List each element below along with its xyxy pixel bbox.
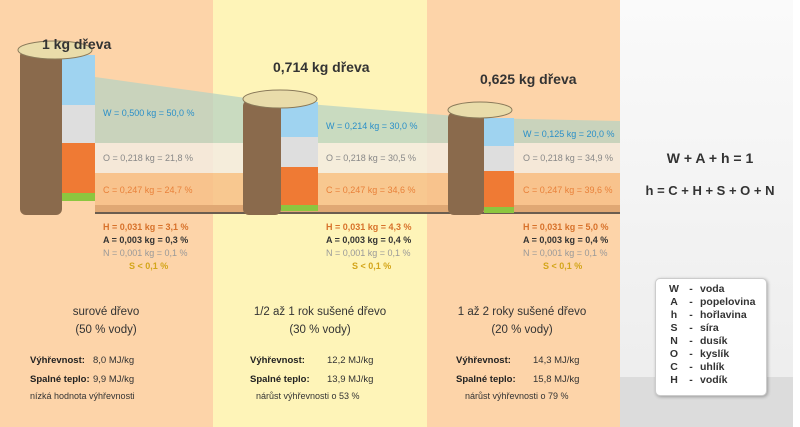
water-content: (20 % vody) [491, 324, 553, 336]
mass-title: 1 kg dřeva [42, 36, 112, 52]
nitrogen-label: N = 0,001 kg = 0,1 % [523, 248, 608, 258]
legend-text: popelovina [700, 296, 756, 308]
legend-text: dusík [700, 335, 728, 347]
log-1 [17, 40, 95, 215]
net-calorific-value: 14,3 MJ/kg [533, 355, 580, 366]
log-3 [447, 101, 514, 215]
legend-text: uhlík [700, 361, 725, 373]
gross-calorific-label: Spalné teplo: [30, 374, 90, 385]
oxygen-label: O = 0,218 kg = 30,5 % [326, 153, 417, 163]
mass-title: 0,714 kg dřeva [273, 59, 370, 75]
wood-type: 1/2 až 1 rok sušené dřevo [253, 306, 387, 318]
legend-item: N - dusík [666, 335, 727, 347]
sulfur-label: S < 0,1 % [352, 261, 392, 271]
legend-text: kyslík [700, 348, 730, 360]
gross-calorific-value: 15,8 MJ/kg [533, 374, 580, 385]
net-calorific-label: Výhřevnost: [456, 355, 511, 366]
water-content: (30 % vody) [289, 324, 351, 336]
net-calorific-value: 12,2 MJ/kg [327, 355, 374, 366]
oxygen-label: O = 0,218 kg = 34,9 % [523, 153, 614, 163]
hydrogen-label: H = 0,031 kg = 5,0 % [523, 222, 609, 232]
legend-symbol: O [669, 348, 679, 360]
legend-text: hořlavina [700, 309, 747, 321]
legend-symbol: H [670, 374, 678, 386]
legend-text: voda [700, 283, 725, 295]
legend-item: h - hořlavina [666, 309, 747, 321]
carbon-label: C = 0,247 kg = 34,6 % [326, 185, 416, 195]
water-label: W = 0,125 kg = 20,0 % [523, 129, 615, 139]
gross-calorific-value: 9,9 MJ/kg [93, 374, 135, 385]
net-calorific-label: Výhřevnost: [250, 355, 305, 366]
sulfur-label: S < 0,1 % [543, 261, 583, 271]
legend-text: vodík [700, 374, 728, 386]
legend-symbol: C [670, 361, 678, 373]
water-label: W = 0,500 kg = 50,0 % [103, 108, 195, 118]
nitrogen-label: N = 0,001 kg = 0,1 % [103, 248, 188, 258]
calorific-note: nárůst výhřevnosti o 53 % [256, 391, 360, 401]
wood-type: 1 až 2 roky sušené dřevo [457, 306, 587, 318]
water-label: W = 0,214 kg = 30,0 % [326, 121, 418, 131]
legend-item: O - kyslík [666, 348, 729, 360]
legend-symbol: N [670, 335, 678, 347]
legend-item: S - síra [666, 322, 719, 334]
nitrogen-label: N = 0,001 kg = 0,1 % [326, 248, 411, 258]
legend-symbol: W [669, 283, 679, 295]
hydrogen-label: H = 0,031 kg = 3,1 % [103, 222, 189, 232]
hydrogen-band [95, 205, 620, 213]
gross-calorific-label: Spalné teplo: [250, 374, 310, 385]
legend-symbol: S [670, 322, 678, 334]
net-calorific-label: Výhřevnost: [30, 355, 85, 366]
legend-item: W - voda [666, 283, 725, 295]
ash-label: A = 0,003 kg = 0,3 % [103, 235, 189, 245]
gross-calorific-label: Spalné teplo: [456, 374, 516, 385]
water-content: (50 % vody) [75, 324, 137, 336]
formula-combustible: h = C + H + S + O + N [645, 183, 775, 198]
carbon-label: C = 0,247 kg = 39,6 % [523, 185, 613, 195]
hydrogen-label: H = 0,031 kg = 4,3 % [326, 222, 412, 232]
legend-item: H - vodík [666, 374, 727, 386]
ash-label: A = 0,003 kg = 0,4 % [523, 235, 609, 245]
carbon-label: C = 0,247 kg = 24,7 % [103, 185, 193, 195]
calorific-note: nízká hodnota výhřevnosti [30, 391, 135, 401]
calorific-note: nárůst výhřevnosti o 79 % [465, 391, 569, 401]
legend-text: síra [700, 322, 719, 334]
legend-item: C - uhlík [666, 361, 725, 373]
legend-symbol: A [670, 296, 678, 308]
legend-symbol: h [670, 309, 678, 321]
ash-label: A = 0,003 kg = 0,4 % [326, 235, 412, 245]
sulfur-label: S < 0,1 % [129, 261, 169, 271]
net-calorific-value: 8,0 MJ/kg [93, 355, 135, 366]
formula-total: W + A + h = 1 [666, 150, 754, 166]
legend: W - voda A - popelovina h - hořlavina S - síra N… [655, 278, 767, 396]
oxygen-label: O = 0,218 kg = 21,8 % [103, 153, 194, 163]
wood-type: surové dřevo [72, 306, 140, 318]
oxygen-band [95, 143, 620, 173]
mass-title: 0,625 kg dřeva [480, 71, 577, 87]
gross-calorific-value: 13,9 MJ/kg [327, 374, 374, 385]
carbon-band [95, 173, 620, 205]
legend-item: A - popelovina [666, 296, 755, 308]
log-2 [242, 89, 318, 215]
